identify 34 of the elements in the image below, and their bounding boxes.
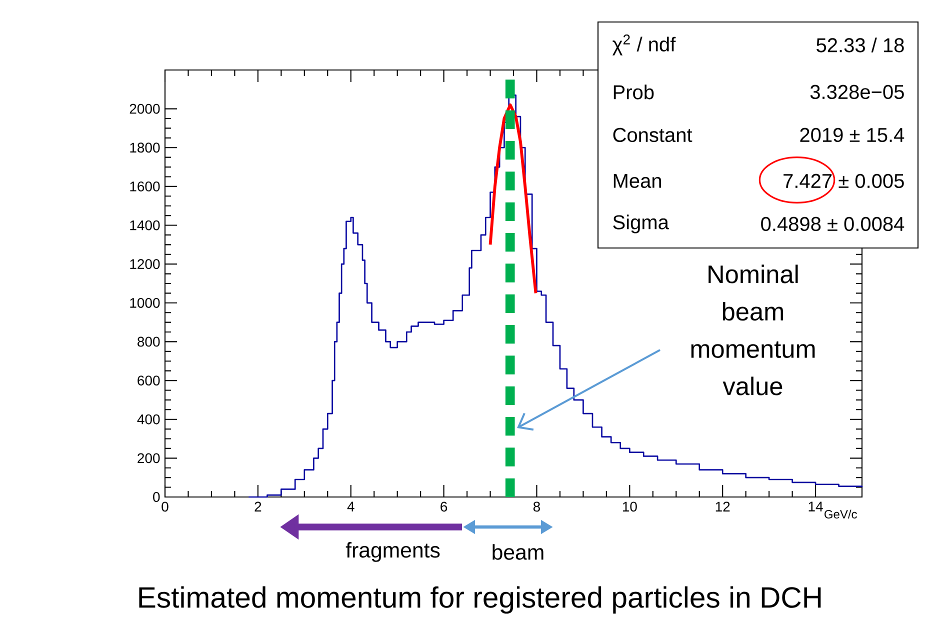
x-tick-label: 0 [162,502,168,512]
text: χ$^{2}$ / ndf [612,34,676,56]
text: fragments [346,542,440,562]
y-tick-label: 400 [137,414,160,424]
x-tick-label: 4 [347,502,354,512]
annotation: Nominal beam momentum value [691,264,815,396]
x-tick-label: 14 [808,502,823,512]
x-tick-label: 10 [622,502,637,512]
y-tick-label: 600 [138,376,160,386]
x-axis-title: GeV/c [824,510,857,519]
annotation: Sigma [613,214,669,234]
annotation: 0.4898 ± 0.0084 [761,216,904,232]
text: 52.33 / 18 [816,38,904,52]
annotation: 3.328e−05 [810,84,904,100]
annotation: Prob [614,84,654,100]
x-tick-label: 6 [440,502,448,512]
y-tick-label: 200 [138,453,160,464]
y-tick-label: 1600 [130,181,160,192]
annotation: Constant [613,128,692,142]
x-tick-label: 8 [533,502,540,512]
y-tick-label: 0 [153,492,160,502]
x-tick-label: 12 [716,502,730,512]
annotation: Mean [614,174,661,188]
text: Estimated momentum for registered particles in DCH [139,586,821,614]
y-tick-label: 800 [138,336,160,347]
y-tick-label: 2000 [130,104,160,114]
text: beam [492,544,544,560]
y-tick-label: 1000 [130,298,160,308]
annotation: 7.427 ± 0.005 [784,174,904,188]
annotation: 2019 ± 15.4 [800,128,904,142]
y-tick-label: 1400 [130,220,160,230]
y-tick-label: 1800 [130,142,160,153]
x-tick-label: 2 [254,502,262,512]
y-tick-label: 1200 [130,259,160,270]
